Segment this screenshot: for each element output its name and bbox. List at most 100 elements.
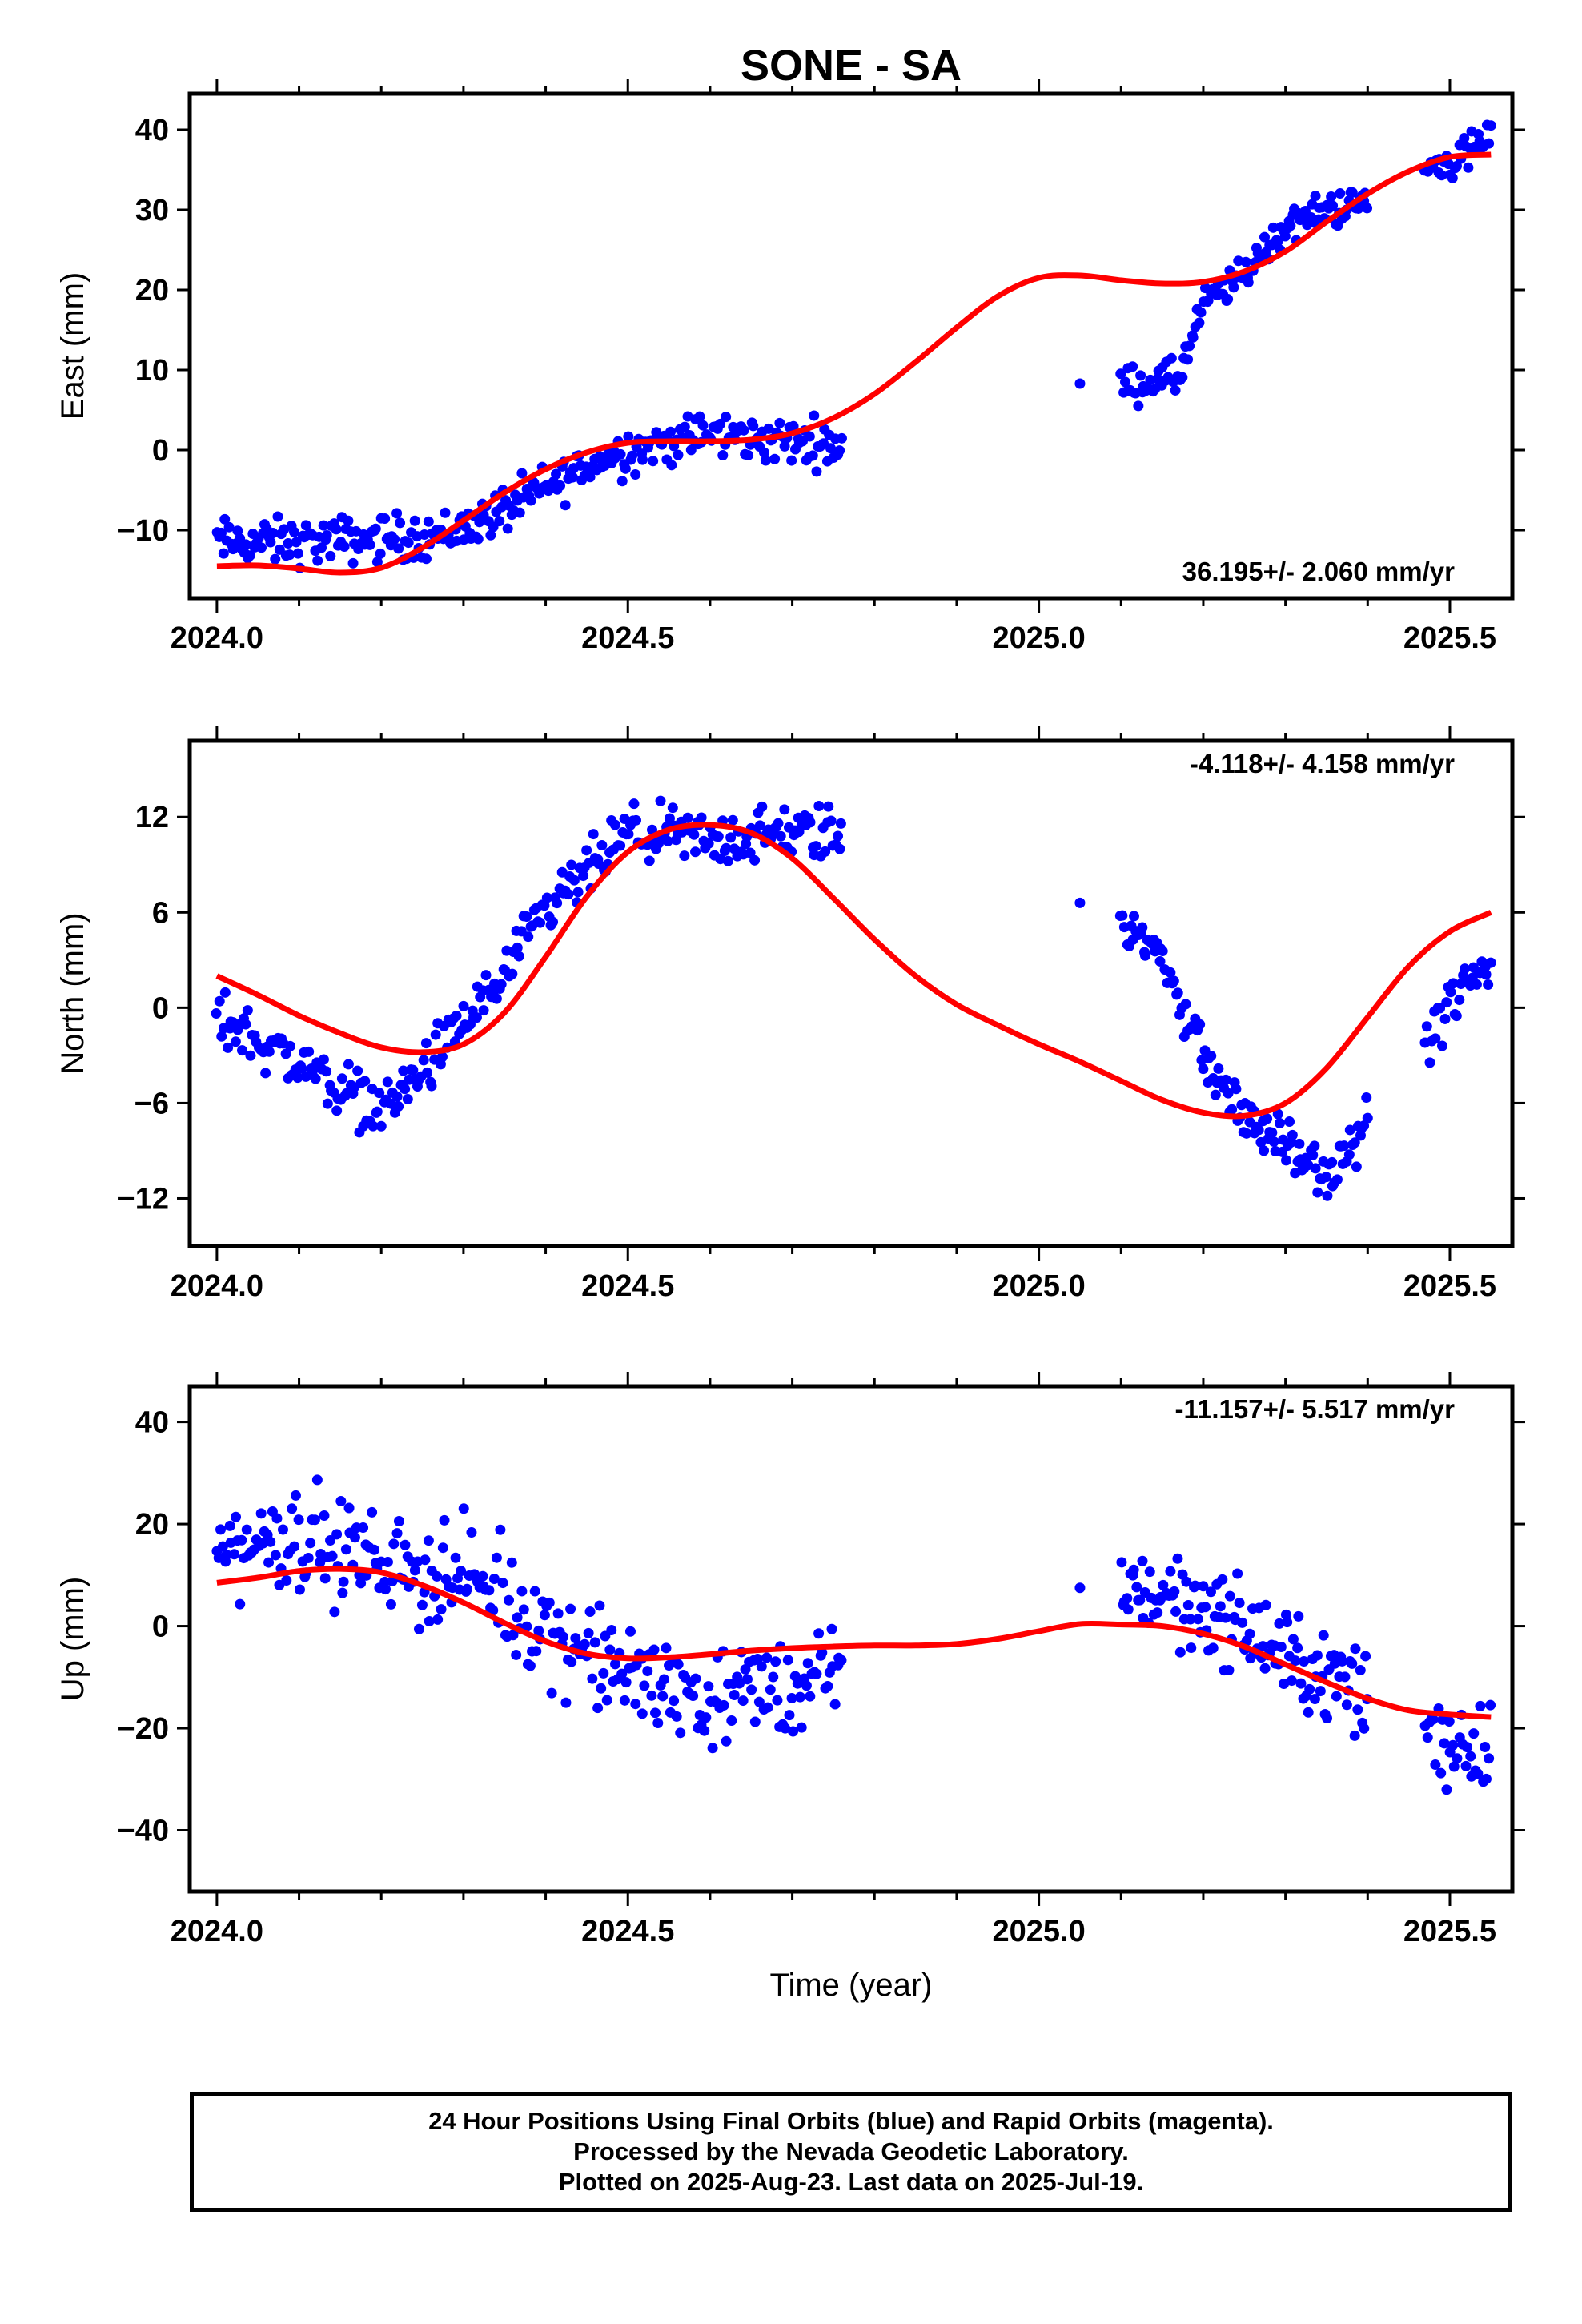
data-point [419, 529, 430, 541]
data-point [794, 1691, 805, 1703]
data-point [1170, 384, 1181, 396]
y-tick-label: −6 [135, 1087, 169, 1120]
data-point [667, 802, 678, 814]
data-point [1452, 1753, 1463, 1764]
data-point [775, 830, 786, 842]
data-point [409, 1565, 420, 1576]
data-point [1182, 354, 1194, 365]
data-point [491, 993, 502, 1004]
data-point [1310, 191, 1321, 202]
data-point [834, 445, 845, 456]
data-point [303, 1046, 315, 1057]
y-tick-label: −10 [118, 514, 169, 548]
data-point [516, 468, 528, 479]
data-point [240, 1019, 251, 1030]
data-point [1074, 378, 1086, 389]
data-point [650, 1707, 661, 1719]
data-point [1241, 1128, 1252, 1139]
data-point [343, 1502, 355, 1514]
data-point [1447, 1739, 1459, 1751]
data-point [568, 875, 580, 886]
data-point [1134, 1594, 1146, 1606]
y-axis-label: North (mm) [55, 912, 90, 1074]
data-point [721, 842, 732, 854]
data-point [701, 1712, 712, 1723]
data-point [685, 444, 697, 456]
data-point [1185, 1614, 1196, 1625]
data-point [604, 1644, 616, 1655]
east-panel: 2024.0 2024.5 2025.0 2025.5 −10 0 10 20 30 40 East… [55, 79, 1525, 655]
data-point [560, 500, 571, 511]
data-point [1454, 995, 1465, 1006]
data-point [1292, 1642, 1303, 1654]
data-point [403, 537, 414, 549]
data-point [236, 1045, 247, 1056]
data-point [1480, 1773, 1492, 1784]
data-point [1435, 1767, 1447, 1779]
data-point [623, 829, 634, 840]
data-point [393, 1101, 404, 1112]
data-point [679, 421, 690, 432]
data-point [1430, 1033, 1441, 1044]
data-point [432, 1614, 444, 1625]
north-panel: 2024.0 2024.5 2025.0 2025.5 −12 −6 0 6 12 North (… [55, 726, 1525, 1303]
data-point [655, 795, 666, 806]
data-point [1253, 1124, 1264, 1136]
trend-fit-line [216, 151, 1492, 576]
data-point [293, 1514, 304, 1526]
data-point [1460, 963, 1471, 975]
data-point [497, 1578, 508, 1589]
data-point [1133, 400, 1144, 412]
data-point [1318, 1630, 1329, 1641]
data-point [223, 1042, 234, 1053]
data-point [359, 1076, 371, 1087]
data-point [1359, 1120, 1370, 1132]
data-point [1192, 1614, 1203, 1625]
data-point [1331, 1174, 1343, 1185]
data-point [1285, 220, 1296, 231]
data-point [675, 1727, 686, 1739]
data-point [426, 1080, 437, 1092]
data-point [1117, 910, 1128, 921]
data-point [1359, 1723, 1370, 1734]
plot-area [211, 1474, 1496, 1795]
data-point [1361, 1092, 1372, 1104]
data-point [835, 818, 846, 829]
data-point [284, 1040, 295, 1051]
data-point [557, 1631, 568, 1642]
data-point [682, 812, 693, 823]
y-tick-label: 12 [135, 801, 169, 834]
data-point [648, 1644, 660, 1655]
data-point [1170, 1606, 1182, 1617]
data-point [813, 800, 825, 811]
data-point [726, 1715, 737, 1726]
info-line-2: Processed by the Nevada Geodetic Laborat… [573, 2137, 1129, 2165]
data-point [374, 1088, 385, 1099]
data-point [756, 1661, 767, 1672]
y-tick-label: −40 [118, 1815, 169, 1848]
x-tick-label: 2024.5 [581, 621, 674, 655]
data-point [423, 516, 434, 527]
y-tick-label: 20 [135, 1508, 169, 1542]
y-tick-label: 6 [152, 896, 169, 930]
data-point [673, 1659, 684, 1670]
data-point [1447, 172, 1458, 183]
data-point [242, 1005, 253, 1016]
y-axis-label: Up (mm) [55, 1577, 90, 1702]
data-point [440, 507, 451, 518]
data-point [1154, 955, 1166, 967]
data-point [1174, 1647, 1186, 1658]
data-point [1237, 1617, 1248, 1628]
data-point [466, 1527, 477, 1538]
data-point [637, 454, 648, 465]
data-point [1312, 1187, 1323, 1198]
data-point [1206, 1051, 1217, 1062]
data-point [1322, 1712, 1333, 1723]
y-tick-label: 0 [152, 991, 169, 1025]
data-point [458, 1503, 469, 1514]
data-point [416, 1599, 428, 1610]
data-point [451, 1010, 462, 1021]
data-point [523, 931, 534, 943]
data-point [628, 798, 640, 810]
